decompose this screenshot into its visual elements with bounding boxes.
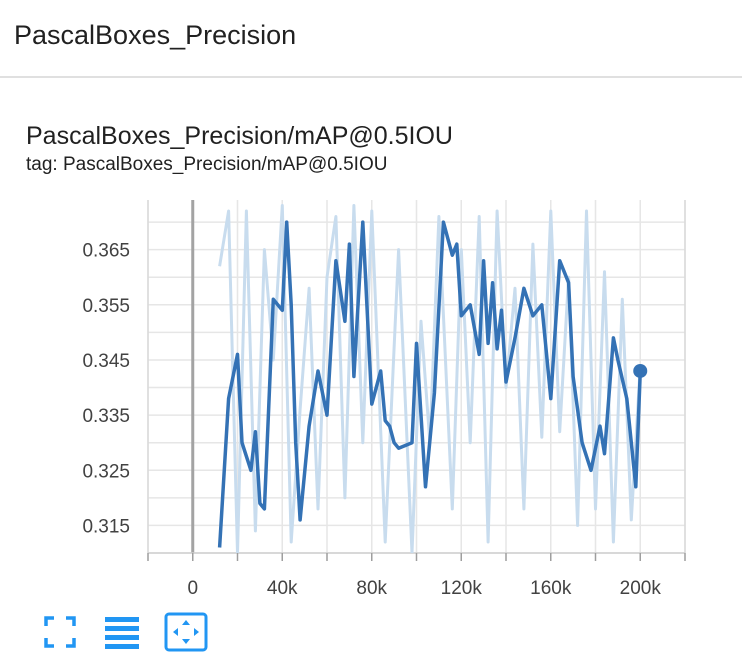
y-tick-label: 0.325 [82, 461, 130, 482]
x-tick-label: 120k [441, 578, 483, 599]
x-tick-label: 80k [356, 578, 387, 599]
chart-tag-label: tag: PascalBoxes_Precision/mAP@0.5IOU [26, 154, 388, 175]
scalar-chart[interactable]: 0.315 0.325 0.335 0.345 0.355 0.365 0 40k 80k 120… [0, 190, 742, 610]
list-icon [105, 617, 139, 649]
plot-area [217, 204, 643, 553]
y-tick-label: 0.315 [82, 516, 130, 537]
x-tick-label: 160k [530, 578, 572, 599]
y-tick-label: 0.355 [82, 296, 130, 317]
x-tick-label: 200k [620, 578, 662, 599]
fit-domain-button[interactable] [164, 612, 208, 652]
toggle-fullscreen-button[interactable] [40, 612, 80, 652]
fullscreen-icon [44, 616, 76, 648]
axes [147, 200, 686, 561]
chart-title: PascalBoxes_Precision/mAP@0.5IOU [26, 122, 453, 150]
y-tick-label: 0.365 [82, 241, 130, 262]
tick-labels: 0.315 0.325 0.335 0.345 0.355 0.365 0 40k 80k 120… [82, 241, 661, 599]
chart-svg[interactable]: 0.315 0.325 0.335 0.345 0.355 0.365 0 40k 80k 120… [0, 190, 742, 610]
last-point-marker [633, 363, 648, 378]
toggle-log-scale-button[interactable] [102, 612, 142, 652]
smoothed-series-line [217, 220, 643, 548]
tag-group-title: PascalBoxes_Precision [14, 20, 297, 50]
fit-domain-icon [164, 612, 208, 652]
run-header: PascalBoxes_Precision [0, 0, 742, 78]
y-tick-label: 0.345 [82, 351, 130, 372]
x-tick-label: 40k [267, 578, 298, 599]
raw-series-line [218, 204, 642, 553]
y-tick-label: 0.335 [82, 406, 130, 427]
x-tick-label: 0 [187, 578, 198, 599]
